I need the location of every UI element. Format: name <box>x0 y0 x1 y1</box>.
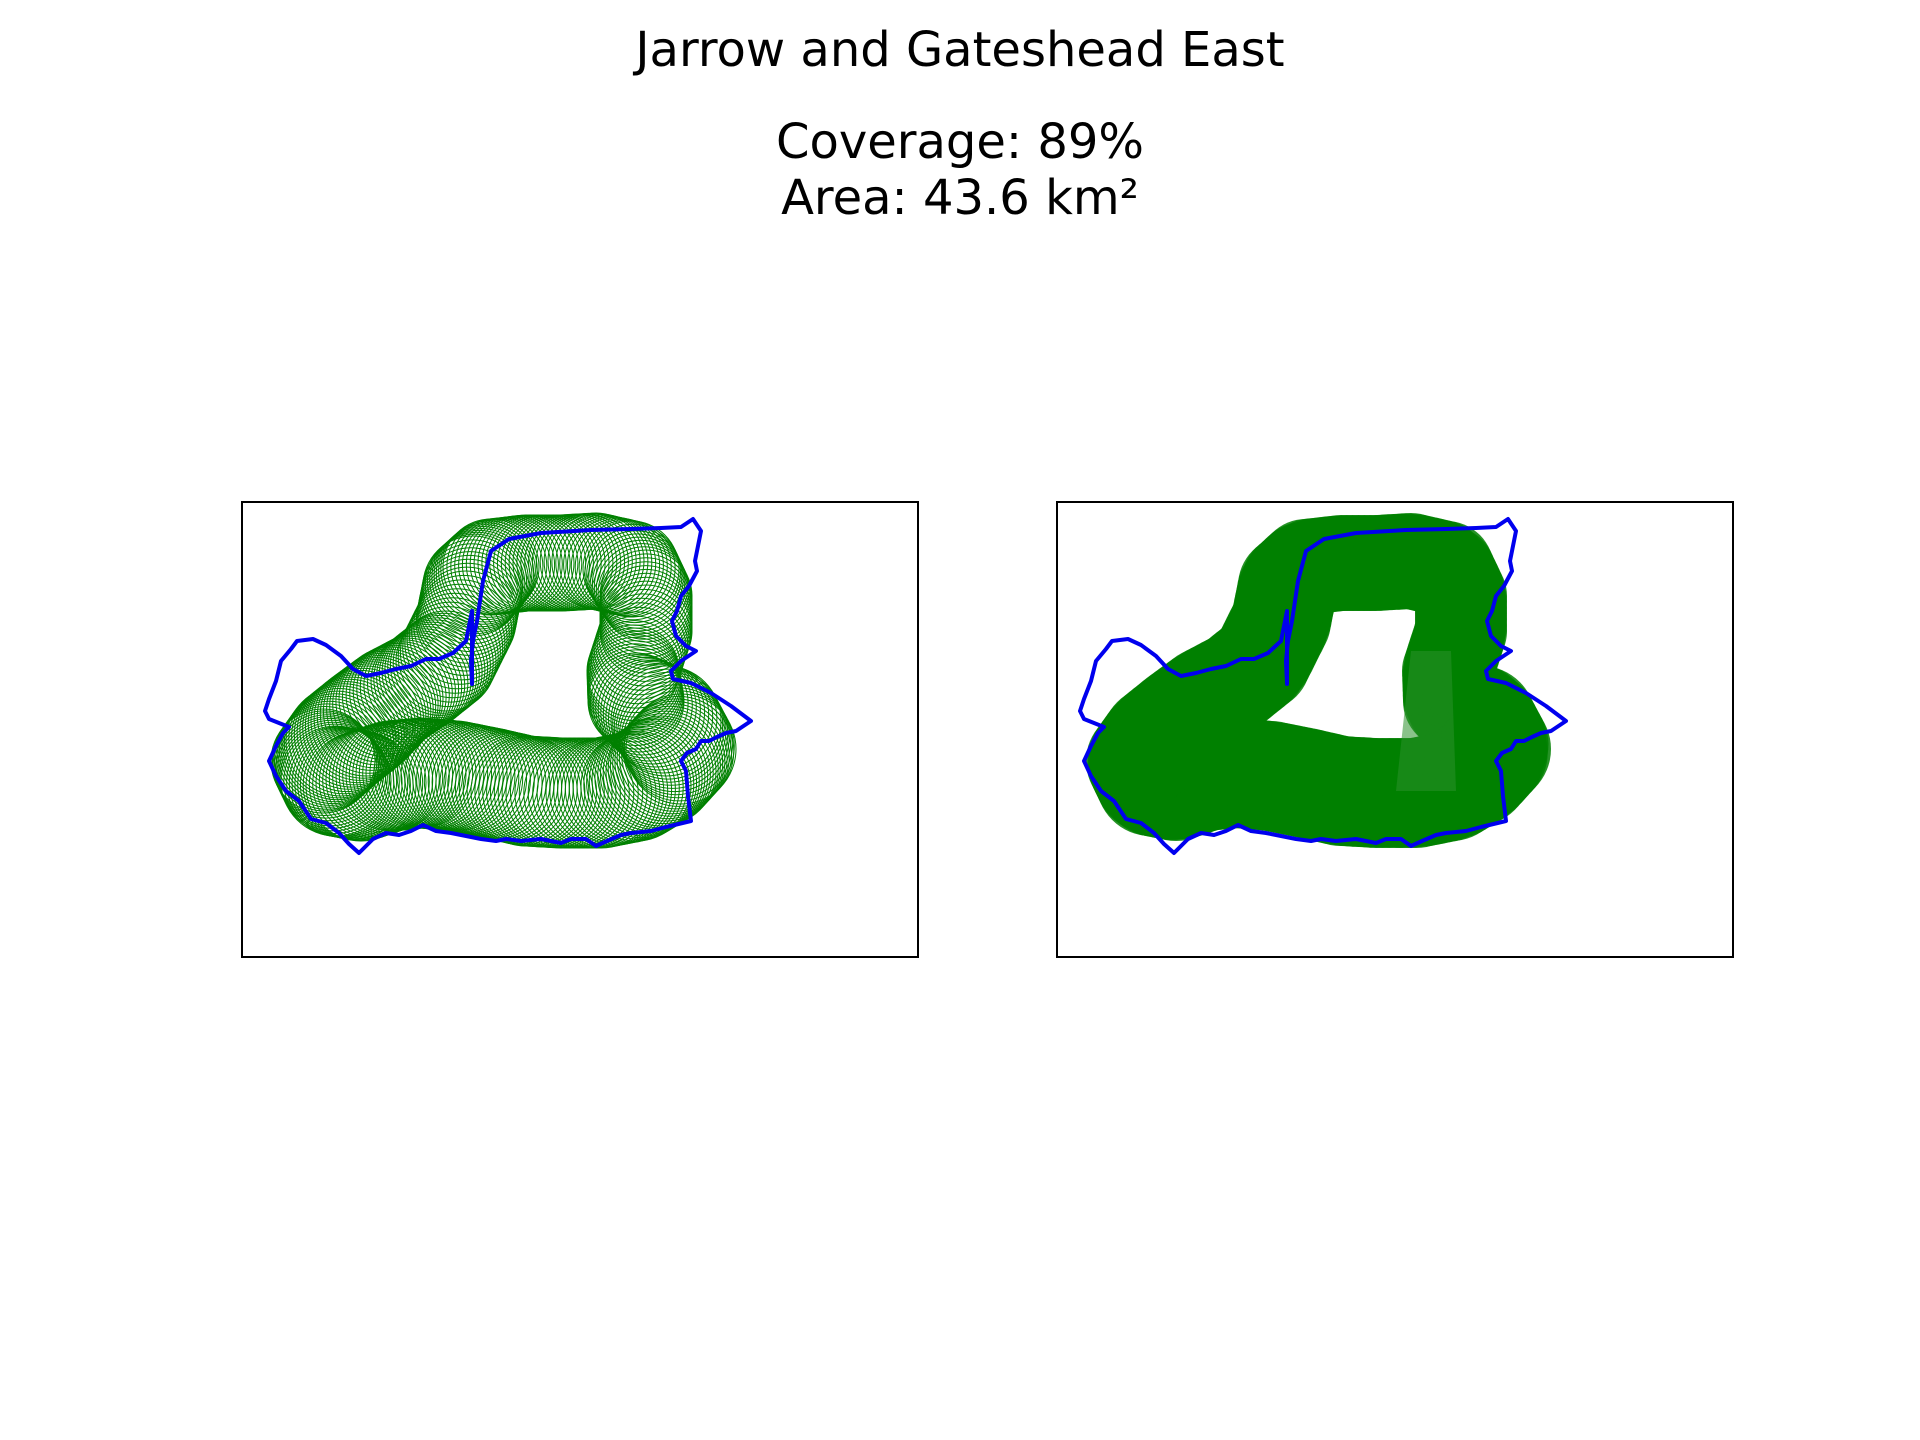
coverage-circle <box>587 652 684 749</box>
coverage-circle <box>1098 689 1207 799</box>
coverage-circle <box>591 536 687 631</box>
coverage-circle <box>399 601 501 703</box>
coverage-circle <box>582 520 679 617</box>
coverage-circle <box>431 726 543 838</box>
coverage-circle <box>401 596 503 698</box>
map-panel-filled <box>1056 501 1734 958</box>
coverage-circle <box>276 697 385 806</box>
coverage-circle <box>283 687 394 798</box>
coverage-circle <box>574 518 672 616</box>
area-label: Area: 43.6 km² <box>781 170 1139 226</box>
coverage-circle <box>595 542 690 637</box>
coverage-gap <box>1395 650 1456 791</box>
coverage-circle <box>433 525 532 625</box>
coverage-circle <box>602 660 709 768</box>
coverage-circle <box>570 517 668 615</box>
coverage-label: Coverage: 89% <box>775 114 1145 170</box>
coverage-circle <box>594 656 697 758</box>
coverage-circle <box>335 720 446 831</box>
coverage-circle <box>583 523 681 620</box>
coverage-circle <box>611 707 723 819</box>
coverage-circle <box>419 723 531 835</box>
coverage-circle <box>591 723 703 835</box>
coverage-circle <box>430 527 531 627</box>
coverage-circles-outline <box>270 512 736 848</box>
constituency-boundary <box>262 516 753 855</box>
coverage-circle <box>426 531 527 632</box>
figure-title: Jarrow and Gateshead East <box>635 22 1285 78</box>
coverage-circle <box>386 616 488 718</box>
coverage-circle <box>281 690 392 800</box>
map-svg-outline <box>262 512 753 855</box>
coverage-circle <box>275 700 382 808</box>
coverage-circle <box>273 702 380 810</box>
coverage-circle <box>408 583 510 685</box>
coverage-circle <box>280 692 389 802</box>
coverage-circles-filled <box>1085 512 1551 848</box>
coverage-circle <box>359 635 462 738</box>
map-svg-filled <box>1077 512 1568 855</box>
constituency-boundary <box>1077 516 1568 855</box>
coverage-circle <box>418 550 520 652</box>
coverage-circle <box>607 663 717 774</box>
coverage-circle <box>592 654 693 755</box>
coverage-circle <box>406 587 508 689</box>
coverage-circle <box>597 657 701 761</box>
map-panel-outline <box>241 501 919 958</box>
figure-subtitle: Coverage: 89% Area: 43.6 km² <box>0 114 1920 226</box>
coverage-circle <box>278 695 387 804</box>
coverage-circle <box>271 705 378 812</box>
